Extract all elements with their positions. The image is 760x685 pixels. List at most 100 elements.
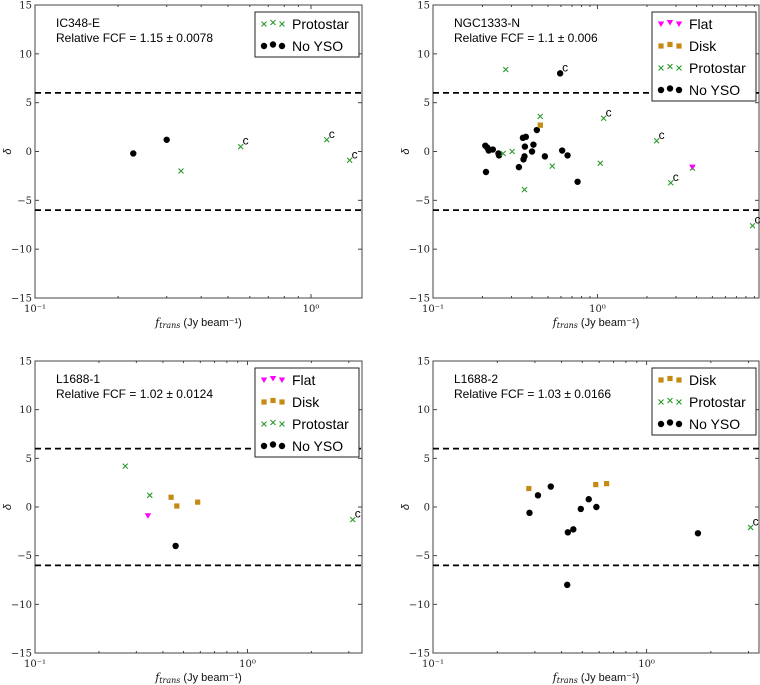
legend-label: Flat — [292, 372, 315, 388]
legend-marker — [260, 377, 268, 383]
series-no-yso: c — [482, 60, 581, 185]
legend-label: No YSO — [292, 438, 343, 454]
x-axis-label: ftrans (Jy beam⁻¹) — [552, 671, 640, 685]
point-annotation: c — [243, 134, 249, 148]
point-annotation: c — [753, 514, 759, 528]
data-point — [346, 157, 353, 164]
legend-entry-disk: Disk — [261, 394, 320, 410]
data-point — [495, 152, 503, 159]
data-point — [747, 524, 754, 531]
legend-marker — [260, 442, 268, 450]
y-tick-label: −10 — [11, 245, 32, 256]
data-point — [168, 494, 174, 500]
data-point — [526, 485, 532, 492]
data-point — [694, 530, 702, 537]
y-tick-label: 10 — [19, 405, 32, 416]
legend-marker — [657, 420, 665, 428]
legend: Flat Disk Protostar No YSO — [651, 11, 757, 102]
y-axis-label: δ — [2, 503, 14, 510]
point-annotation: c — [659, 128, 665, 142]
data-point — [144, 513, 152, 519]
legend-marker — [269, 41, 277, 48]
data-point — [526, 509, 533, 517]
fcf-label: Relative FCF = 1.03 ± 0.0166 — [454, 387, 611, 401]
legend-entry-no-yso: No YSO — [260, 438, 343, 454]
y-tick-label: −5 — [17, 551, 32, 562]
data-point — [515, 163, 523, 171]
data-point — [600, 115, 607, 122]
data-point — [323, 136, 330, 143]
data-point — [502, 66, 509, 73]
legend-marker — [667, 41, 673, 48]
data-point — [547, 483, 554, 490]
x-tick-label: 10⁰ — [239, 659, 256, 670]
data-point — [564, 529, 572, 536]
series-protostar: c — [747, 514, 759, 531]
point-annotation: c — [755, 213, 760, 227]
x-tick-label: 10⁻¹ — [24, 304, 46, 315]
panel-ic348-e: −15 −10 −5 0 5 10 15 10⁻¹ 10⁰ ftrans (Jy beam⁻¹) δ… — [2, 1, 363, 330]
legend-label: No YSO — [292, 38, 343, 54]
x-tick-label: 10⁰ — [589, 304, 606, 315]
data-point — [604, 481, 610, 487]
y-tick-label: −5 — [17, 196, 32, 207]
legend-marker — [657, 21, 665, 27]
series-disk — [168, 494, 201, 509]
legend-label: Disk — [689, 38, 717, 54]
data-point — [528, 148, 536, 155]
y-tick-label: −10 — [11, 600, 32, 611]
legend-entry-no-yso: No YSO — [260, 38, 343, 54]
legend-marker — [667, 63, 673, 70]
point-annotation: c — [562, 60, 568, 74]
y-tick-label: −5 — [415, 196, 430, 207]
region-label: IC348-E — [56, 16, 100, 30]
region-label: L1688-1 — [56, 372, 100, 386]
data-point — [570, 526, 577, 533]
y-tick-label: 5 — [424, 454, 430, 465]
legend-marker — [658, 43, 664, 49]
legend-marker — [675, 86, 683, 94]
data-point — [522, 133, 530, 141]
y-axis-label: δ — [2, 148, 14, 155]
data-point — [541, 153, 549, 160]
data-point — [237, 143, 244, 150]
point-annotation: c — [355, 507, 361, 521]
data-point — [537, 113, 544, 120]
y-tick-label: −15 — [11, 649, 32, 660]
legend-marker — [666, 85, 674, 92]
legend-marker — [279, 399, 285, 405]
data-point — [749, 222, 756, 229]
y-tick-label: −15 — [409, 294, 430, 305]
x-axis-label: ftrans (Jy beam⁻¹) — [552, 316, 640, 330]
legend-marker — [261, 421, 267, 427]
data-point — [558, 147, 566, 154]
y-tick-label: 5 — [26, 454, 32, 465]
data-point — [556, 70, 564, 77]
point-annotation: c — [329, 127, 335, 141]
data-point — [521, 186, 528, 193]
fcf-label: Relative FCF = 1.1 ± 0.006 — [454, 31, 598, 45]
legend-marker — [657, 86, 665, 94]
data-point — [500, 150, 507, 157]
data-point — [689, 164, 696, 171]
data-point — [577, 505, 584, 513]
y-tick-label: 0 — [26, 503, 32, 514]
y-tick-label: −10 — [409, 600, 430, 611]
legend-label: No YSO — [689, 82, 740, 98]
data-point — [564, 581, 571, 589]
series-no-yso — [172, 542, 179, 550]
point-annotation: c — [673, 170, 679, 184]
legend-marker — [676, 65, 682, 71]
y-tick-label: 10 — [19, 49, 32, 60]
series-disk — [537, 122, 543, 128]
series-protostar: c c c c — [500, 66, 760, 229]
y-tick-label: −15 — [409, 649, 430, 660]
legend: Protostar No YSO — [254, 11, 360, 58]
series-flat — [689, 164, 696, 171]
legend-marker — [269, 441, 277, 448]
legend-marker — [658, 377, 664, 383]
y-tick-label: −15 — [11, 294, 32, 305]
data-point — [653, 137, 660, 144]
data-point — [122, 463, 129, 470]
